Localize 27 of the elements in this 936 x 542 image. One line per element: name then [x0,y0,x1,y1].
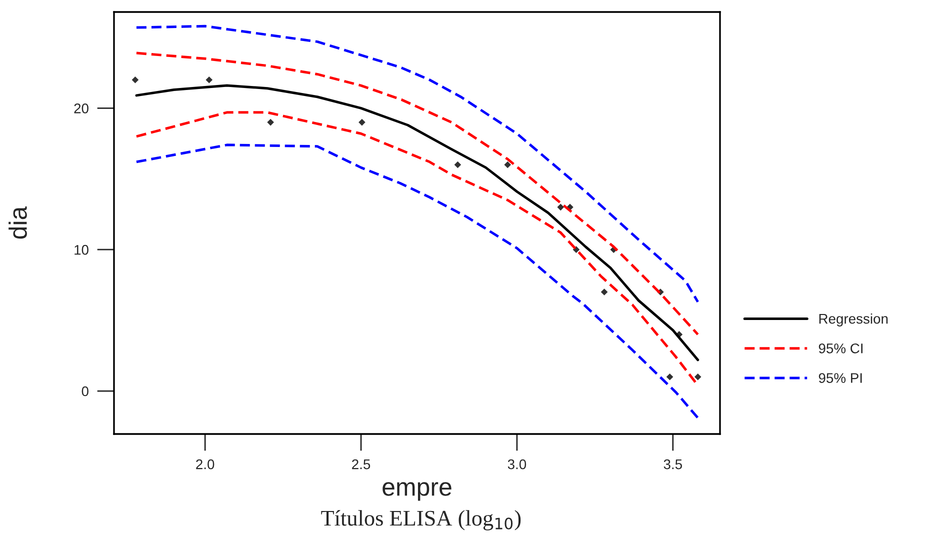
point [267,118,274,126]
y-tick-label: 10 [74,244,88,255]
legend-label: 95% CI [818,343,862,354]
point [206,76,213,84]
x-axis-title: empre [382,482,452,501]
y-axis-title: dia [8,206,27,239]
x-tick-label: 2.0 [196,459,214,470]
x-tick-label: 3.0 [508,459,526,470]
point [600,288,608,296]
line-series [135,24,700,304]
point [504,161,512,168]
point [454,161,462,168]
legend-label: Regression [819,314,888,326]
point [557,204,564,211]
line-series [135,84,700,362]
point [132,76,139,84]
y-tick-label: 20 [74,104,88,114]
point [694,373,702,380]
text: Títulos ELISA (log$_{10}$) [321,510,521,530]
line-series [135,144,700,420]
x-tick-label: 3.5 [664,459,682,470]
point [666,373,674,380]
line-series [135,52,700,336]
point [358,118,366,126]
y-tick-label: 0 [82,386,88,396]
legend-label: 95% PI [818,373,862,383]
x-tick-label: 2.5 [352,459,370,470]
